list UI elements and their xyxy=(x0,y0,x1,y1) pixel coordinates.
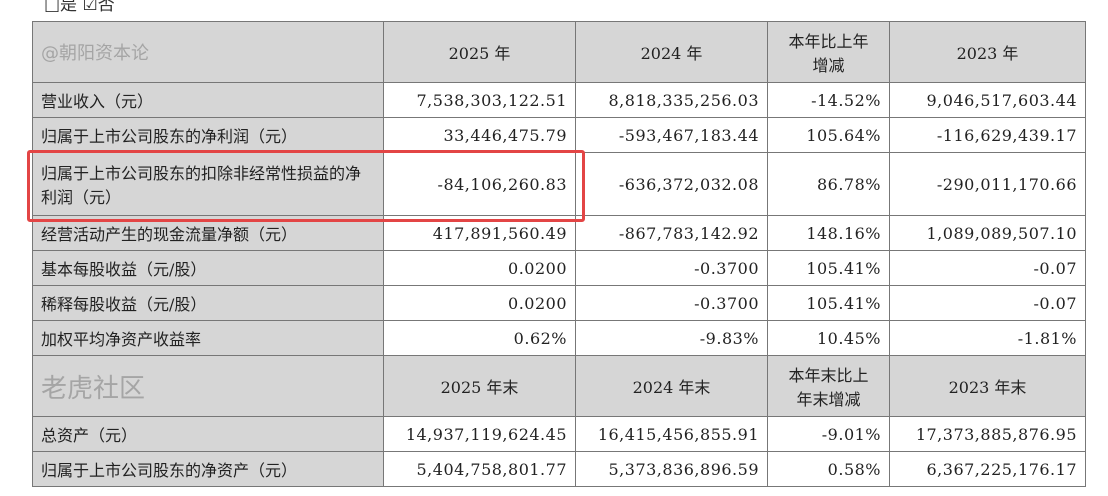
value-cell: 5,373,836,896.59 xyxy=(575,451,768,487)
header-cell: 2023 年末 xyxy=(889,355,1086,417)
header-cell: 2023 年 xyxy=(889,21,1086,83)
value-cell: -9.01% xyxy=(767,416,890,452)
row-label: 归属于上市公司股东的扣除非经常性损益的净利润（元） xyxy=(32,152,384,216)
highlight-box xyxy=(27,150,585,222)
value-cell: -1.81% xyxy=(889,320,1086,356)
row-label: 基本每股收益（元/股） xyxy=(32,250,384,286)
value-cell: -636,372,032.08 xyxy=(575,152,768,216)
row-label: 加权平均净资产收益率 xyxy=(32,320,384,356)
row-label: 营业收入（元） xyxy=(32,82,384,118)
row-label: 总资产（元） xyxy=(32,416,384,452)
watermark-author: @朝阳资本论 xyxy=(41,43,149,64)
table-row: 归属于上市公司股东的净利润（元） 33,446,475.79 -593,467,18… xyxy=(32,117,1086,153)
header-cell: 本年末比上 年末增减 xyxy=(767,355,890,417)
header-cell: 2024 年末 xyxy=(575,355,768,417)
value-cell: 86.78% xyxy=(767,152,890,216)
value-cell: -0.3700 xyxy=(575,250,768,286)
value-cell: 14,937,119,624.45 xyxy=(383,416,576,452)
value-cell: 0.58% xyxy=(767,451,890,487)
header-cell: 老虎社区 xyxy=(32,355,384,417)
row-label: 归属于上市公司股东的净利润（元） xyxy=(32,117,384,153)
value-cell: 17,373,885,876.95 xyxy=(889,416,1086,452)
value-cell: 7,538,303,122.51 xyxy=(383,82,576,118)
value-cell: 105.41% xyxy=(767,250,890,286)
header-row: @朝阳资本论 2025 年 2024 年本年比上年 增减 2023 年 xyxy=(32,21,1086,83)
value-cell: 6,367,225,176.17 xyxy=(889,451,1086,487)
value-cell: 0.0200 xyxy=(383,285,576,321)
value-cell: 1,089,089,507.10 xyxy=(889,215,1086,251)
value-cell: 10.45% xyxy=(767,320,890,356)
value-cell: -867,783,142.92 xyxy=(575,215,768,251)
header-cell: 2024 年 xyxy=(575,21,768,83)
value-cell: -14.52% xyxy=(767,82,890,118)
row-label: 稀释每股收益（元/股） xyxy=(32,285,384,321)
table-row: 基本每股收益（元/股） 0.0200 -0.3700 105.41% -0.07 xyxy=(32,250,1086,286)
value-cell: -116,629,439.17 xyxy=(889,117,1086,153)
table-row: 归属于上市公司股东的扣除非经常性损益的净利润（元） -84,106,260.83-… xyxy=(32,152,1086,216)
table-row: 营业收入（元） 7,538,303,122.51 8,818,335,256.03-… xyxy=(32,82,1086,118)
header-cell: @朝阳资本论 xyxy=(32,21,384,83)
value-cell: 9,046,517,603.44 xyxy=(889,82,1086,118)
value-cell: -290,011,170.66 xyxy=(889,152,1086,216)
row-label: 归属于上市公司股东的净资产（元） xyxy=(32,451,384,487)
value-cell: 105.64% xyxy=(767,117,890,153)
financial-table: @朝阳资本论 2025 年 2024 年本年比上年 增减 2023 年营业收入（元） 7… xyxy=(32,21,1086,487)
value-cell: 33,446,475.79 xyxy=(383,117,576,153)
value-cell: 5,404,758,801.77 xyxy=(383,451,576,487)
header-cell: 本年比上年 增减 xyxy=(767,21,890,83)
value-cell: -593,467,183.44 xyxy=(575,117,768,153)
value-cell: 0.0200 xyxy=(383,250,576,286)
header-cell: 2025 年末 xyxy=(383,355,576,417)
value-cell: 148.16% xyxy=(767,215,890,251)
yes-no-checkbox-text: □是 ☑否 xyxy=(44,0,115,15)
value-cell: 0.62% xyxy=(383,320,576,356)
value-cell: -0.07 xyxy=(889,285,1086,321)
value-cell: -0.07 xyxy=(889,250,1086,286)
header-cell: 2025 年 xyxy=(383,21,576,83)
header-row: 老虎社区 2025 年末 2024 年末 本年末比上 年末增减 2023 年末 xyxy=(32,355,1086,417)
value-cell: -9.83% xyxy=(575,320,768,356)
value-cell: 105.41% xyxy=(767,285,890,321)
table-row: 加权平均净资产收益率 0.62% -9.83% 10.45% -1.81% xyxy=(32,320,1086,356)
value-cell: 16,415,456,855.91 xyxy=(575,416,768,452)
table-row: 总资产（元） 14,937,119,624.45 16,415,456,855.91… xyxy=(32,416,1086,452)
table-row: 归属于上市公司股东的净资产（元） 5,404,758,801.77 5,373,83… xyxy=(32,451,1086,487)
watermark-logo: 老虎社区 xyxy=(41,373,146,404)
table-row: 稀释每股收益（元/股） 0.0200 -0.3700 105.41% -0.07 xyxy=(32,285,1086,321)
value-cell: 8,818,335,256.03 xyxy=(575,82,768,118)
value-cell: -0.3700 xyxy=(575,285,768,321)
